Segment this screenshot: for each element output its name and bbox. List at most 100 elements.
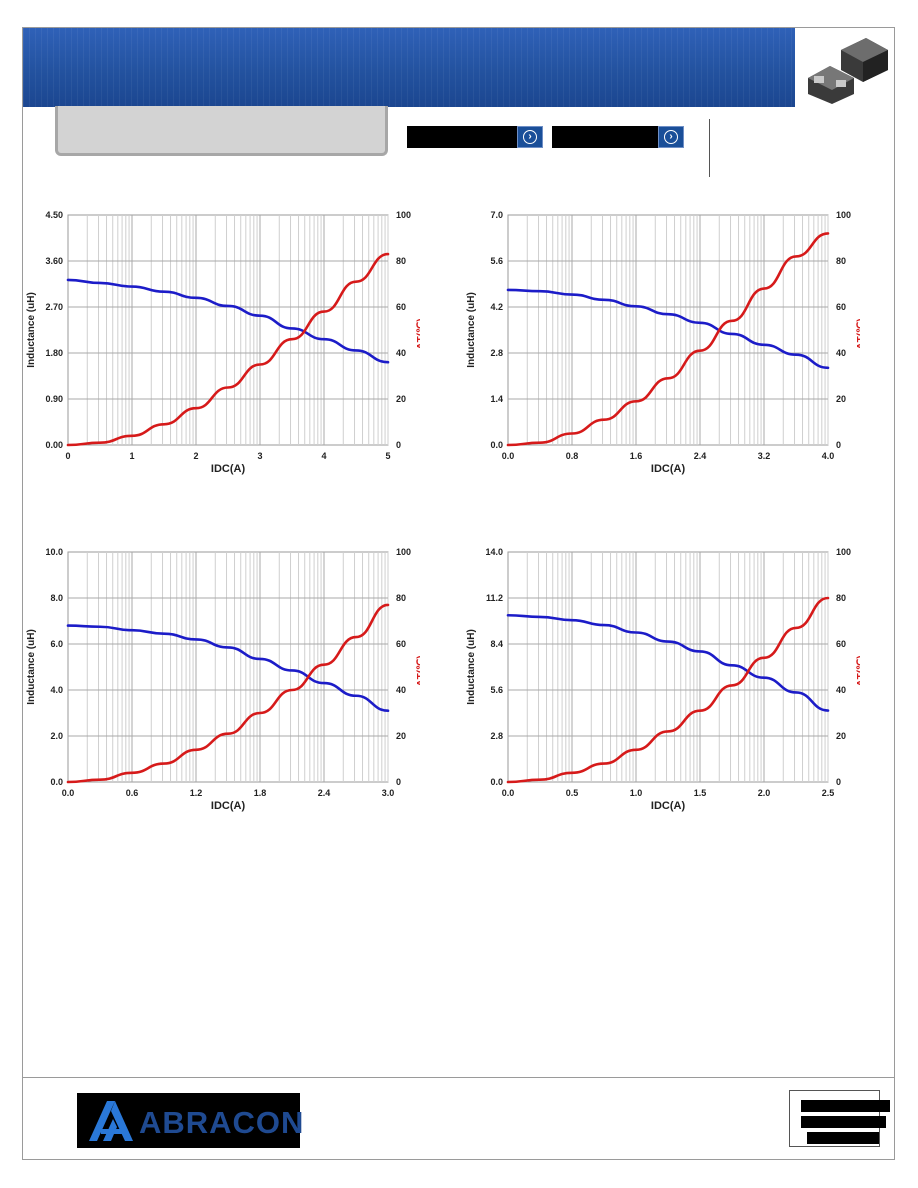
y2-tick-label: 60 bbox=[396, 639, 406, 649]
plot-area bbox=[506, 214, 830, 447]
page-frame bbox=[22, 27, 895, 1160]
y-tick-label: 0.0 bbox=[490, 440, 503, 450]
plot-frame bbox=[507, 551, 829, 783]
revision-box bbox=[789, 1090, 890, 1147]
y-tick-label: 2.8 bbox=[490, 348, 503, 358]
y-axis-label: Inductance (uH) bbox=[26, 629, 37, 705]
y-tick-label: 2.0 bbox=[50, 731, 63, 741]
nav-button-2[interactable]: › bbox=[658, 126, 684, 148]
nav-link-bar[interactable] bbox=[552, 126, 658, 148]
y-tick-label: 8.0 bbox=[50, 593, 63, 603]
y2-tick-label: 60 bbox=[396, 302, 406, 312]
y-tick-label: 5.6 bbox=[490, 685, 503, 695]
plot-frame bbox=[507, 214, 829, 446]
y2-tick-label: 100 bbox=[836, 547, 851, 557]
part-number-box bbox=[55, 106, 388, 156]
nav-button-1[interactable]: › bbox=[517, 126, 543, 148]
y2-tick-label: 20 bbox=[396, 394, 406, 404]
inductance-chart-3: 0.0 0.6 1.2 1.8 2.4 3.0 0.0 2.0 4.0 6.0 8.0 10.0 0 20… bbox=[20, 542, 427, 827]
y2-tick-label: 0 bbox=[836, 440, 841, 450]
inductance-line bbox=[506, 288, 830, 370]
y-tick-label: 4.50 bbox=[45, 210, 63, 220]
y-tick-label: 14.0 bbox=[485, 547, 503, 557]
x-tick-label: 4.0 bbox=[822, 451, 835, 461]
x-tick-label: 1.5 bbox=[694, 788, 707, 798]
y-tick-label: 0.00 bbox=[45, 440, 63, 450]
x-tick-label: 2 bbox=[193, 451, 198, 461]
chart-svg: 0.0 0.5 1.0 1.5 2.0 2.5 0.0 2.8 5.6 8.4 11.2 14.0 0 2… bbox=[466, 547, 867, 812]
chart-svg: 0.0 0.6 1.2 1.8 2.4 3.0 0.0 2.0 4.0 6.0 8.0 10.0 0 20… bbox=[26, 547, 427, 812]
divider bbox=[709, 119, 710, 177]
y2-axis-label: ΔT(℃) bbox=[416, 318, 420, 349]
x-tick-label: 5 bbox=[385, 451, 390, 461]
y-tick-label: 5.6 bbox=[490, 256, 503, 266]
x-tick-label: 1 bbox=[129, 451, 134, 461]
y2-axis-label: ΔT(℃) bbox=[856, 655, 860, 686]
y2-tick-label: 100 bbox=[836, 210, 851, 220]
y-tick-label: 2.8 bbox=[490, 731, 503, 741]
inductance-line bbox=[506, 613, 830, 712]
x-tick-label: 0.0 bbox=[62, 788, 75, 798]
chart-svg: 0 1 2 3 4 5 0.00 0.90 1.80 2.70 3.60 4.50 0 20 40 60 80 1… bbox=[26, 210, 427, 475]
y2-tick-label: 20 bbox=[396, 731, 406, 741]
y2-tick-label: 80 bbox=[396, 593, 406, 603]
y-tick-label: 0.0 bbox=[490, 777, 503, 787]
abracon-logo: ABRACON bbox=[77, 1093, 303, 1148]
y2-tick-label: 0 bbox=[396, 440, 401, 450]
x-tick-label: 0.0 bbox=[502, 451, 515, 461]
y-tick-label: 1.80 bbox=[45, 348, 63, 358]
x-tick-label: 0.8 bbox=[566, 451, 579, 461]
x-tick-label: 2.0 bbox=[758, 788, 771, 798]
plot-area bbox=[66, 214, 390, 447]
y2-tick-label: 0 bbox=[836, 777, 841, 787]
inductance-line bbox=[66, 624, 390, 712]
temperature-rise-line bbox=[506, 596, 830, 784]
y2-axis-label: ΔT(℃) bbox=[856, 318, 860, 349]
inductance-line bbox=[66, 278, 390, 364]
y2-tick-label: 40 bbox=[836, 348, 846, 358]
footer-divider bbox=[23, 1077, 894, 1078]
y-tick-label: 6.0 bbox=[50, 639, 63, 649]
temperature-rise-line bbox=[66, 603, 390, 784]
plot-frame bbox=[67, 551, 389, 783]
x-tick-label: 0.0 bbox=[502, 788, 515, 798]
x-axis-label: IDC(A) bbox=[651, 800, 686, 812]
plot-frame bbox=[67, 214, 389, 446]
y-tick-label: 10.0 bbox=[45, 547, 63, 557]
inductance-chart-2: 0.0 0.8 1.6 2.4 3.2 4.0 0.0 1.4 2.8 4.2 5.6 7.0 0 20 4… bbox=[460, 205, 867, 490]
y-tick-label: 11.2 bbox=[486, 593, 503, 603]
chevron-right-icon: › bbox=[523, 130, 537, 144]
x-axis-label: IDC(A) bbox=[651, 463, 686, 475]
y-axis-label: Inductance (uH) bbox=[26, 292, 37, 368]
y-tick-label: 0.0 bbox=[50, 777, 63, 787]
inductance-chart-4: 0.0 0.5 1.0 1.5 2.0 2.5 0.0 2.8 5.6 8.4 11.2 14.0 0 2… bbox=[460, 542, 867, 827]
y-tick-label: 4.2 bbox=[490, 302, 503, 312]
y2-tick-label: 60 bbox=[836, 302, 846, 312]
x-tick-label: 1.8 bbox=[254, 788, 267, 798]
x-tick-label: 2.5 bbox=[822, 788, 835, 798]
x-tick-label: 0 bbox=[65, 451, 70, 461]
x-tick-label: 3.2 bbox=[758, 451, 771, 461]
x-tick-label: 1.2 bbox=[190, 788, 203, 798]
x-axis-label: IDC(A) bbox=[211, 800, 246, 812]
y2-tick-label: 60 bbox=[836, 639, 846, 649]
y2-tick-label: 20 bbox=[836, 394, 846, 404]
y-axis-label: Inductance (uH) bbox=[466, 629, 477, 705]
y-axis-label: Inductance (uH) bbox=[466, 292, 477, 368]
y2-tick-label: 40 bbox=[396, 348, 406, 358]
x-tick-label: 3.0 bbox=[382, 788, 395, 798]
plot-area bbox=[66, 551, 390, 784]
y2-tick-label: 40 bbox=[396, 685, 406, 695]
logo-text: ABRACON bbox=[139, 1105, 305, 1140]
x-tick-label: 2.4 bbox=[694, 451, 707, 461]
x-tick-label: 0.5 bbox=[566, 788, 579, 798]
y-tick-label: 1.4 bbox=[490, 394, 503, 404]
temperature-rise-line bbox=[66, 252, 390, 447]
nav-link-bar[interactable] bbox=[407, 126, 517, 148]
x-tick-label: 4 bbox=[321, 451, 326, 461]
y2-tick-label: 80 bbox=[396, 256, 406, 266]
y-tick-label: 0.90 bbox=[45, 394, 63, 404]
y2-axis-label: ΔT(℃) bbox=[416, 655, 420, 686]
x-tick-label: 3 bbox=[257, 451, 262, 461]
y2-tick-label: 80 bbox=[836, 256, 846, 266]
